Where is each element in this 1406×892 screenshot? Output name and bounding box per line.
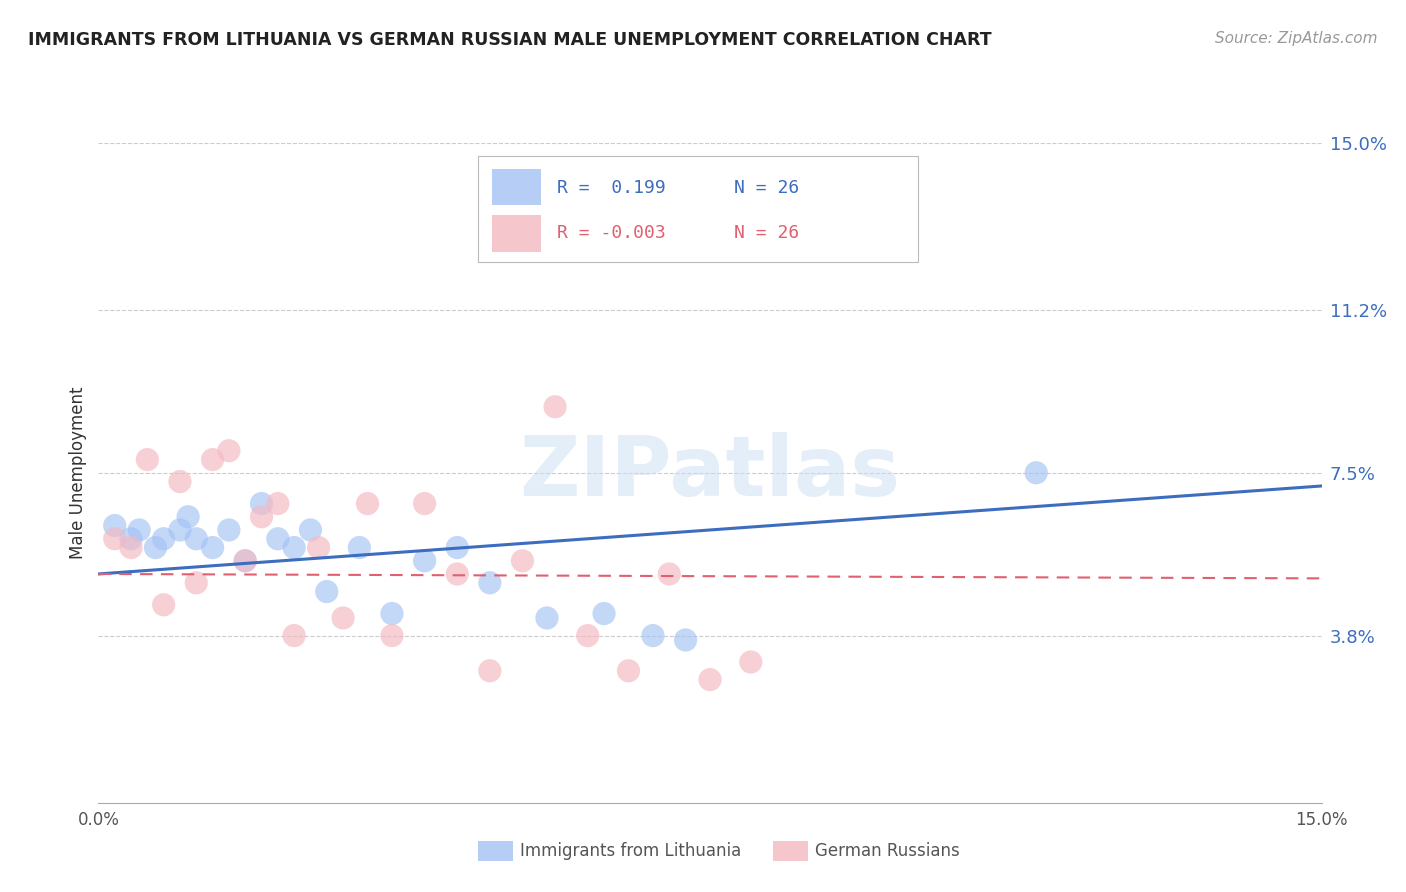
Point — [617, 664, 640, 678]
Text: Immigrants from Lithuania: Immigrants from Lithuania — [520, 842, 741, 860]
Point — [152, 598, 174, 612]
Point — [332, 611, 354, 625]
Point — [128, 523, 150, 537]
Point — [104, 518, 127, 533]
Point — [186, 532, 208, 546]
Point — [512, 554, 534, 568]
Point — [233, 554, 256, 568]
Point — [120, 532, 142, 546]
Point — [177, 509, 200, 524]
Text: German Russians: German Russians — [815, 842, 960, 860]
Text: Source: ZipAtlas.com: Source: ZipAtlas.com — [1215, 31, 1378, 46]
Point — [169, 523, 191, 537]
Text: ZIPatlas: ZIPatlas — [520, 433, 900, 513]
Point — [169, 475, 191, 489]
Point — [740, 655, 762, 669]
Point — [250, 497, 273, 511]
Point — [641, 629, 664, 643]
FancyBboxPatch shape — [478, 156, 918, 261]
Point — [536, 611, 558, 625]
Point — [478, 575, 501, 590]
Point — [136, 452, 159, 467]
Point — [356, 497, 378, 511]
Point — [233, 554, 256, 568]
Point — [675, 632, 697, 647]
Point — [267, 497, 290, 511]
Point — [250, 509, 273, 524]
Text: N = 26: N = 26 — [734, 224, 800, 242]
Point — [201, 452, 224, 467]
Point — [104, 532, 127, 546]
Point — [308, 541, 330, 555]
Point — [413, 497, 436, 511]
Bar — [492, 169, 541, 205]
Point — [478, 664, 501, 678]
Point — [152, 532, 174, 546]
Y-axis label: Male Unemployment: Male Unemployment — [69, 386, 87, 559]
Point — [699, 673, 721, 687]
Point — [315, 584, 337, 599]
Point — [218, 443, 240, 458]
Text: R = -0.003: R = -0.003 — [557, 224, 666, 242]
Point — [413, 554, 436, 568]
Text: IMMIGRANTS FROM LITHUANIA VS GERMAN RUSSIAN MALE UNEMPLOYMENT CORRELATION CHART: IMMIGRANTS FROM LITHUANIA VS GERMAN RUSS… — [28, 31, 991, 49]
Point — [381, 629, 404, 643]
Point — [349, 541, 371, 555]
Point — [283, 629, 305, 643]
Point — [576, 629, 599, 643]
Point — [201, 541, 224, 555]
Text: N = 26: N = 26 — [734, 178, 800, 196]
Bar — [492, 215, 541, 252]
Text: R =  0.199: R = 0.199 — [557, 178, 666, 196]
Point — [120, 541, 142, 555]
Point — [446, 541, 468, 555]
Point — [446, 566, 468, 581]
Point — [1025, 466, 1047, 480]
Point — [186, 575, 208, 590]
Point — [544, 400, 567, 414]
Point — [283, 541, 305, 555]
Point — [218, 523, 240, 537]
Point — [381, 607, 404, 621]
Point — [658, 566, 681, 581]
Point — [299, 523, 322, 537]
Point — [593, 607, 616, 621]
Point — [267, 532, 290, 546]
Point — [145, 541, 167, 555]
